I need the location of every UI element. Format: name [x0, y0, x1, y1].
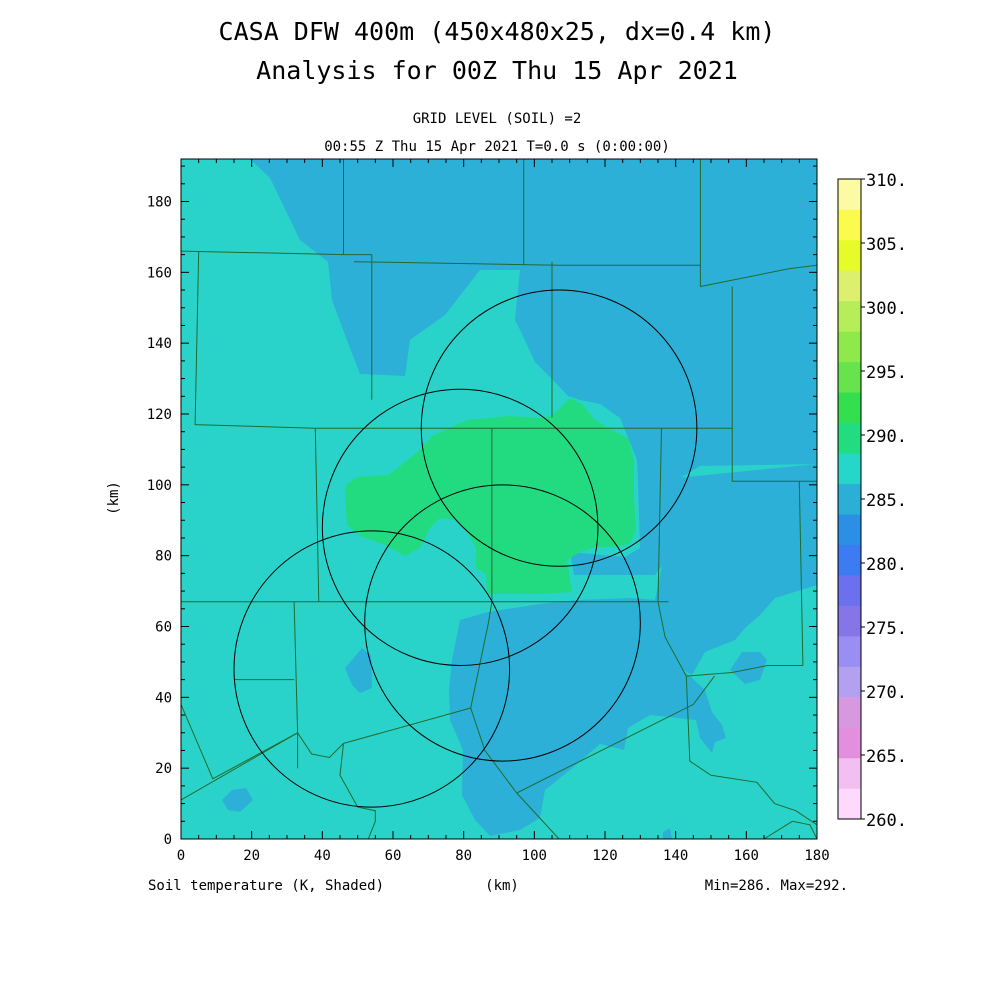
county-line: [699, 159, 817, 288]
x-tick-label: 160: [734, 848, 759, 864]
colorbar-segment: [838, 483, 861, 515]
y-tick-label: 20: [155, 761, 172, 777]
x-tick-label: 0: [177, 848, 185, 864]
y-tick-label: 160: [147, 265, 172, 281]
county-line: [470, 601, 493, 709]
cool-region-small-south: [663, 828, 672, 839]
x-tick-label: 60: [385, 848, 402, 864]
x-tick-label: 100: [522, 848, 547, 864]
colorbar-segment: [838, 727, 861, 759]
county-line: [516, 792, 560, 839]
colorbar-segment: [838, 392, 861, 424]
colorbar-segment: [838, 636, 861, 667]
grid-level-label: GRID LEVEL (SOIL) =2: [413, 111, 582, 127]
colorbar-segment: [838, 575, 861, 606]
x-tick-label: 120: [592, 848, 617, 864]
county-line: [763, 820, 817, 839]
y-tick-label: 60: [155, 620, 172, 636]
colorbar-segment: [838, 666, 861, 698]
y-axis-label: (km): [106, 481, 122, 515]
cool-region-north: [181, 159, 817, 575]
radar-range-ring: [321, 388, 599, 666]
colorbar-label: 295.: [866, 363, 907, 383]
colorbar-segment: [838, 697, 861, 728]
county-line: [339, 743, 376, 839]
title-line2: Analysis for 00Z Thu 15 Apr 2021: [256, 56, 738, 85]
title-line1: CASA DFW 400m (450x480x25, dx=0.4 km): [219, 17, 776, 46]
colorbar-segment: [838, 422, 861, 454]
colorbar-segment: [838, 331, 861, 363]
warm-region-center: [345, 398, 636, 594]
colorbar-segment: [838, 758, 861, 789]
colorbar-legend: 310. 305. 300. 295. 290. 285. 280. 275. 270. 265.…: [837, 171, 907, 831]
field-description: Soil temperature (K, Shaded): [148, 878, 384, 894]
radar-range-ring: [233, 530, 511, 808]
map-area: [181, 159, 817, 839]
county-line: [731, 286, 817, 482]
y-tick-label: 120: [147, 407, 172, 423]
radar-range-rings: [233, 289, 698, 808]
colorbar-label: 270.: [866, 683, 907, 703]
x-tick-label: 20: [243, 848, 260, 864]
x-tick-label: 40: [314, 848, 331, 864]
colorbar-segment: [838, 788, 861, 820]
y-tick-label: 140: [147, 336, 172, 352]
y-tick-label: 80: [155, 549, 172, 565]
county-line: [181, 732, 298, 801]
colorbar-segment: [838, 605, 861, 637]
colorbar-segment: [838, 453, 861, 485]
colorbar-segment: [838, 179, 861, 210]
colorbar-label: 305.: [866, 235, 907, 255]
colorbar-segment: [838, 270, 861, 302]
county-line: [685, 676, 817, 826]
colorbar-segment: [838, 514, 861, 546]
cool-region-east-lobe: [730, 652, 767, 684]
colorbar-segment: [838, 239, 861, 271]
x-axis: 0 20 40 60 80 100 120 140 160 180: [177, 159, 830, 864]
county-line: [516, 675, 715, 794]
colorbar-segment: [838, 361, 861, 393]
cool-region-south: [449, 598, 726, 836]
county-line: [181, 704, 298, 780]
cool-region-small-west: [345, 648, 372, 693]
colorbar-segment: [838, 300, 861, 332]
y-tick-label: 40: [155, 690, 172, 706]
min-max-readout: Min=286. Max=292.: [705, 878, 848, 894]
colorbar-segment: [838, 544, 861, 576]
valid-time-label: 00:55 Z Thu 15 Apr 2021 T=0.0 s (0:00:00…: [324, 139, 670, 155]
y-tick-label: 100: [147, 478, 172, 494]
county-line: [657, 428, 662, 602]
county-line: [657, 601, 803, 677]
county-line: [194, 251, 492, 429]
radar-range-ring: [420, 289, 698, 567]
colorbar-label: 275.: [866, 619, 907, 639]
colorbar-segment: [838, 209, 861, 241]
x-tick-label: 180: [804, 848, 829, 864]
colorbar-label: 300.: [866, 299, 907, 319]
cool-region-east: [637, 464, 817, 675]
colorbar-label: 285.: [866, 491, 907, 511]
county-boundaries: [181, 159, 817, 839]
colorbar-label: 290.: [866, 427, 907, 447]
y-axis: 0 20 40 60 80 100 120 140 160 180: [147, 165, 817, 848]
county-line: [354, 261, 701, 266]
colorbar-label: 310.: [866, 171, 907, 191]
colorbar-label: 265.: [866, 747, 907, 767]
colorbar-label: 280.: [866, 555, 907, 575]
county-line: [470, 707, 518, 794]
x-tick-label: 80: [455, 848, 472, 864]
cool-region-small-sw: [222, 788, 253, 812]
x-tick-label: 140: [663, 848, 688, 864]
x-axis-label: (km): [485, 878, 519, 894]
radar-range-ring: [364, 484, 641, 762]
y-tick-label: 180: [147, 195, 172, 211]
colorbar-label: 260.: [866, 811, 907, 831]
county-line: [798, 481, 804, 666]
county-line: [343, 707, 471, 744]
county-line: [297, 732, 344, 759]
county-line: [181, 428, 320, 603]
y-tick-label: 0: [164, 832, 172, 848]
